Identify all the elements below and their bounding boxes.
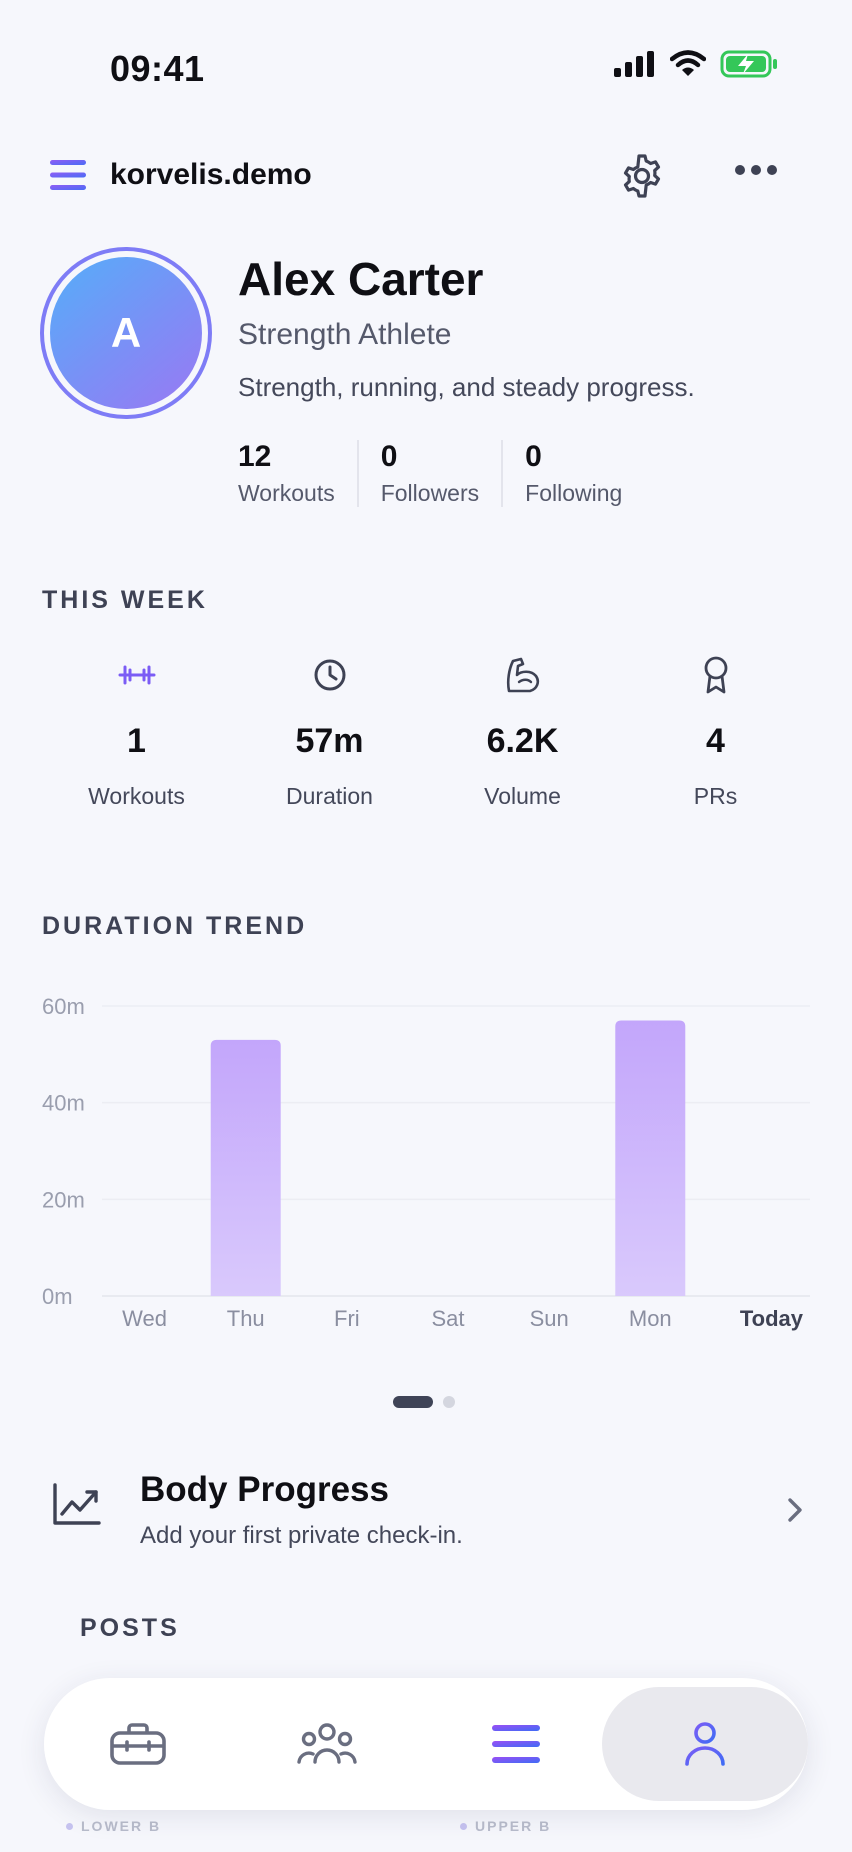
week-label: Workouts (88, 783, 185, 809)
award-ribbon-icon (704, 656, 727, 694)
chart-bar[interactable] (210, 1039, 281, 1296)
status-icons (614, 50, 778, 78)
gear-icon[interactable] (618, 152, 666, 200)
more-options-icon[interactable] (734, 164, 778, 176)
status-time: 09:41 (110, 48, 205, 89)
chart-x-tick-label: Thu (227, 1306, 265, 1331)
wifi-icon (670, 50, 706, 76)
avatar-initial: A (50, 257, 202, 409)
flexed-arm-icon (506, 657, 539, 693)
carousel-indicator[interactable] (393, 1396, 455, 1408)
stat-label: Followers (380, 480, 480, 506)
chevron-right-icon[interactable] (786, 1496, 804, 1524)
week-value: 1 (127, 722, 146, 760)
username: korvelis.demo (110, 158, 312, 191)
week-value: 57m (295, 722, 364, 760)
community-icon (297, 1723, 357, 1764)
chart-x-tick-label: Wed (122, 1306, 167, 1331)
tab-profile[interactable] (602, 1687, 808, 1801)
tag-bullet (66, 1822, 73, 1830)
this-week-grid: 1 Workouts 57m Duration 6.2K Volume (40, 650, 812, 810)
stat-label: Workouts (238, 480, 335, 506)
clock-icon (314, 659, 345, 691)
stat-workouts[interactable]: 12 Workouts (238, 440, 359, 507)
post-tag-label: LOWER B (81, 1818, 162, 1834)
week-label: Volume (484, 783, 561, 809)
chart-x-tick-label: Fri (334, 1306, 360, 1331)
chart-bar[interactable] (615, 1020, 686, 1297)
week-value: 6.2K (486, 722, 559, 760)
tab-workouts[interactable] (44, 1687, 233, 1801)
menu-lines-icon (491, 1725, 540, 1763)
profile-icon (685, 1722, 725, 1766)
briefcase-icon (110, 1723, 167, 1765)
hamburger-menu-icon[interactable] (50, 158, 86, 192)
profile-name: Alex Carter (238, 253, 484, 305)
stat-value: 0 (525, 440, 542, 473)
chart-x-tick-label: Mon (629, 1306, 672, 1331)
chart-x-tick-label: Today (740, 1306, 804, 1331)
profile-role: Strength Athlete (238, 318, 452, 351)
tab-feed[interactable] (422, 1687, 611, 1801)
stat-followers[interactable]: 0 Followers (380, 440, 504, 507)
cellular-signal-icon (614, 51, 654, 77)
chart-x-tick-label: Sun (530, 1306, 569, 1331)
week-volume: 6.2K Volume (426, 650, 619, 810)
duration-trend-title: DURATION TREND (42, 912, 308, 940)
stat-label: Following (525, 480, 623, 506)
stat-value: 12 (238, 440, 272, 473)
duration-trend-chart: 0m 20m 40m 60m Wed Thu Fri Sat Sun Mon Today (42, 994, 810, 1331)
chart-y-tick-label: 0m (42, 1284, 73, 1309)
avatar[interactable]: A (40, 247, 212, 419)
profile-bio: Strength, running, and steady progress. (238, 372, 695, 402)
chart-y-tick-label: 60m (42, 994, 85, 1019)
week-label: PRs (693, 783, 738, 809)
chart-x-tick-label: Sat (431, 1306, 464, 1331)
carousel-dot[interactable] (443, 1396, 455, 1408)
week-prs: 4 PRs (619, 650, 812, 810)
tab-bar (44, 1678, 808, 1810)
week-duration: 57m Duration (233, 650, 426, 810)
this-week-title: THIS WEEK (42, 586, 208, 614)
dumbbell-icon (118, 665, 155, 685)
post-tag-label: UPPER B (475, 1818, 552, 1834)
week-workouts: 1 Workouts (40, 650, 233, 810)
chart-y-tick-label: 40m (42, 1091, 85, 1116)
trend-chart-icon (53, 1483, 101, 1525)
carousel-dot-active[interactable] (393, 1396, 433, 1408)
chart-y-tick-label: 20m (42, 1187, 85, 1212)
week-value: 4 (706, 722, 725, 760)
week-label: Duration (286, 783, 373, 809)
tab-community[interactable] (233, 1687, 422, 1801)
stat-following[interactable]: 0 Following (525, 440, 644, 507)
stat-value: 0 (380, 440, 398, 473)
body-progress-subtitle: Add your first private check-in. (140, 1522, 463, 1549)
body-progress-title[interactable]: Body Progress (140, 1470, 389, 1509)
posts-title: POSTS (80, 1614, 180, 1642)
battery-charging-icon (720, 50, 777, 78)
profile-stats: 12 Workouts 0 Followers 0 Following (238, 440, 666, 507)
post-tag: UPPER B (460, 1818, 551, 1834)
post-tag: LOWER B (66, 1818, 161, 1834)
tag-bullet (460, 1822, 467, 1830)
